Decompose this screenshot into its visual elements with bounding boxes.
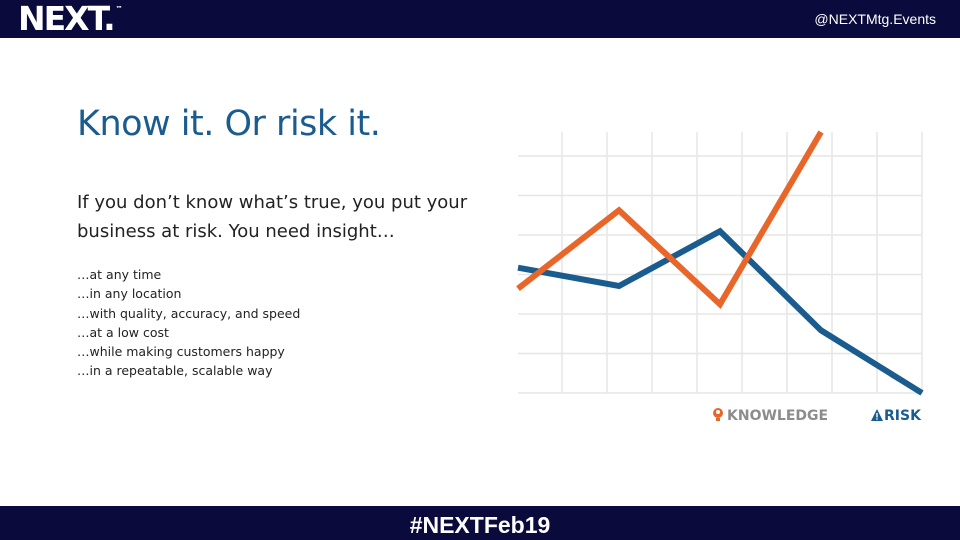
legend-item-risk: RISK <box>871 408 922 424</box>
chart-series <box>516 130 924 396</box>
list-item: …in a repeatable, scalable way <box>77 363 273 379</box>
list-item: …in any location <box>77 286 182 302</box>
list-item: …at any time <box>77 267 162 282</box>
warning-triangle-icon <box>871 409 883 421</box>
top-bar: NEXT. ™ @NEXTMtg.Events <box>0 0 960 38</box>
legend-label-risk: RISK <box>884 408 922 424</box>
list-item: …with quality, accuracy, and speed <box>77 305 301 321</box>
bottom-bar: #NEXTFeb19 <box>0 506 960 540</box>
social-handle: @NEXTMtg.Events <box>814 11 936 27</box>
logo-trademark: ™ <box>115 5 123 13</box>
insight-list: …at any time …in any location …with qual… <box>77 265 300 381</box>
legend-label-knowledge: KNOWLEDGE <box>727 408 828 424</box>
next-logo: NEXT. ™ <box>18 2 123 36</box>
intro-text: If you don’t know what’s true, you put y… <box>77 192 468 242</box>
series-line-knowledge <box>517 227 924 396</box>
knowledge-risk-chart: KNOWLEDGE RISK <box>516 130 924 424</box>
slide-title: Know it. Or risk it. <box>77 104 381 144</box>
legend-item-knowledge: KNOWLEDGE <box>713 408 828 424</box>
chart-legend: KNOWLEDGE RISK <box>713 408 922 424</box>
logo-text: NEXT. <box>18 0 116 38</box>
lightbulb-head-icon <box>713 408 723 421</box>
event-hashtag: #NEXTFeb19 <box>409 512 551 538</box>
list-item: …at a low cost <box>77 324 169 340</box>
list-item: …while making customers happy <box>77 344 285 360</box>
series-line-risk <box>516 130 824 310</box>
